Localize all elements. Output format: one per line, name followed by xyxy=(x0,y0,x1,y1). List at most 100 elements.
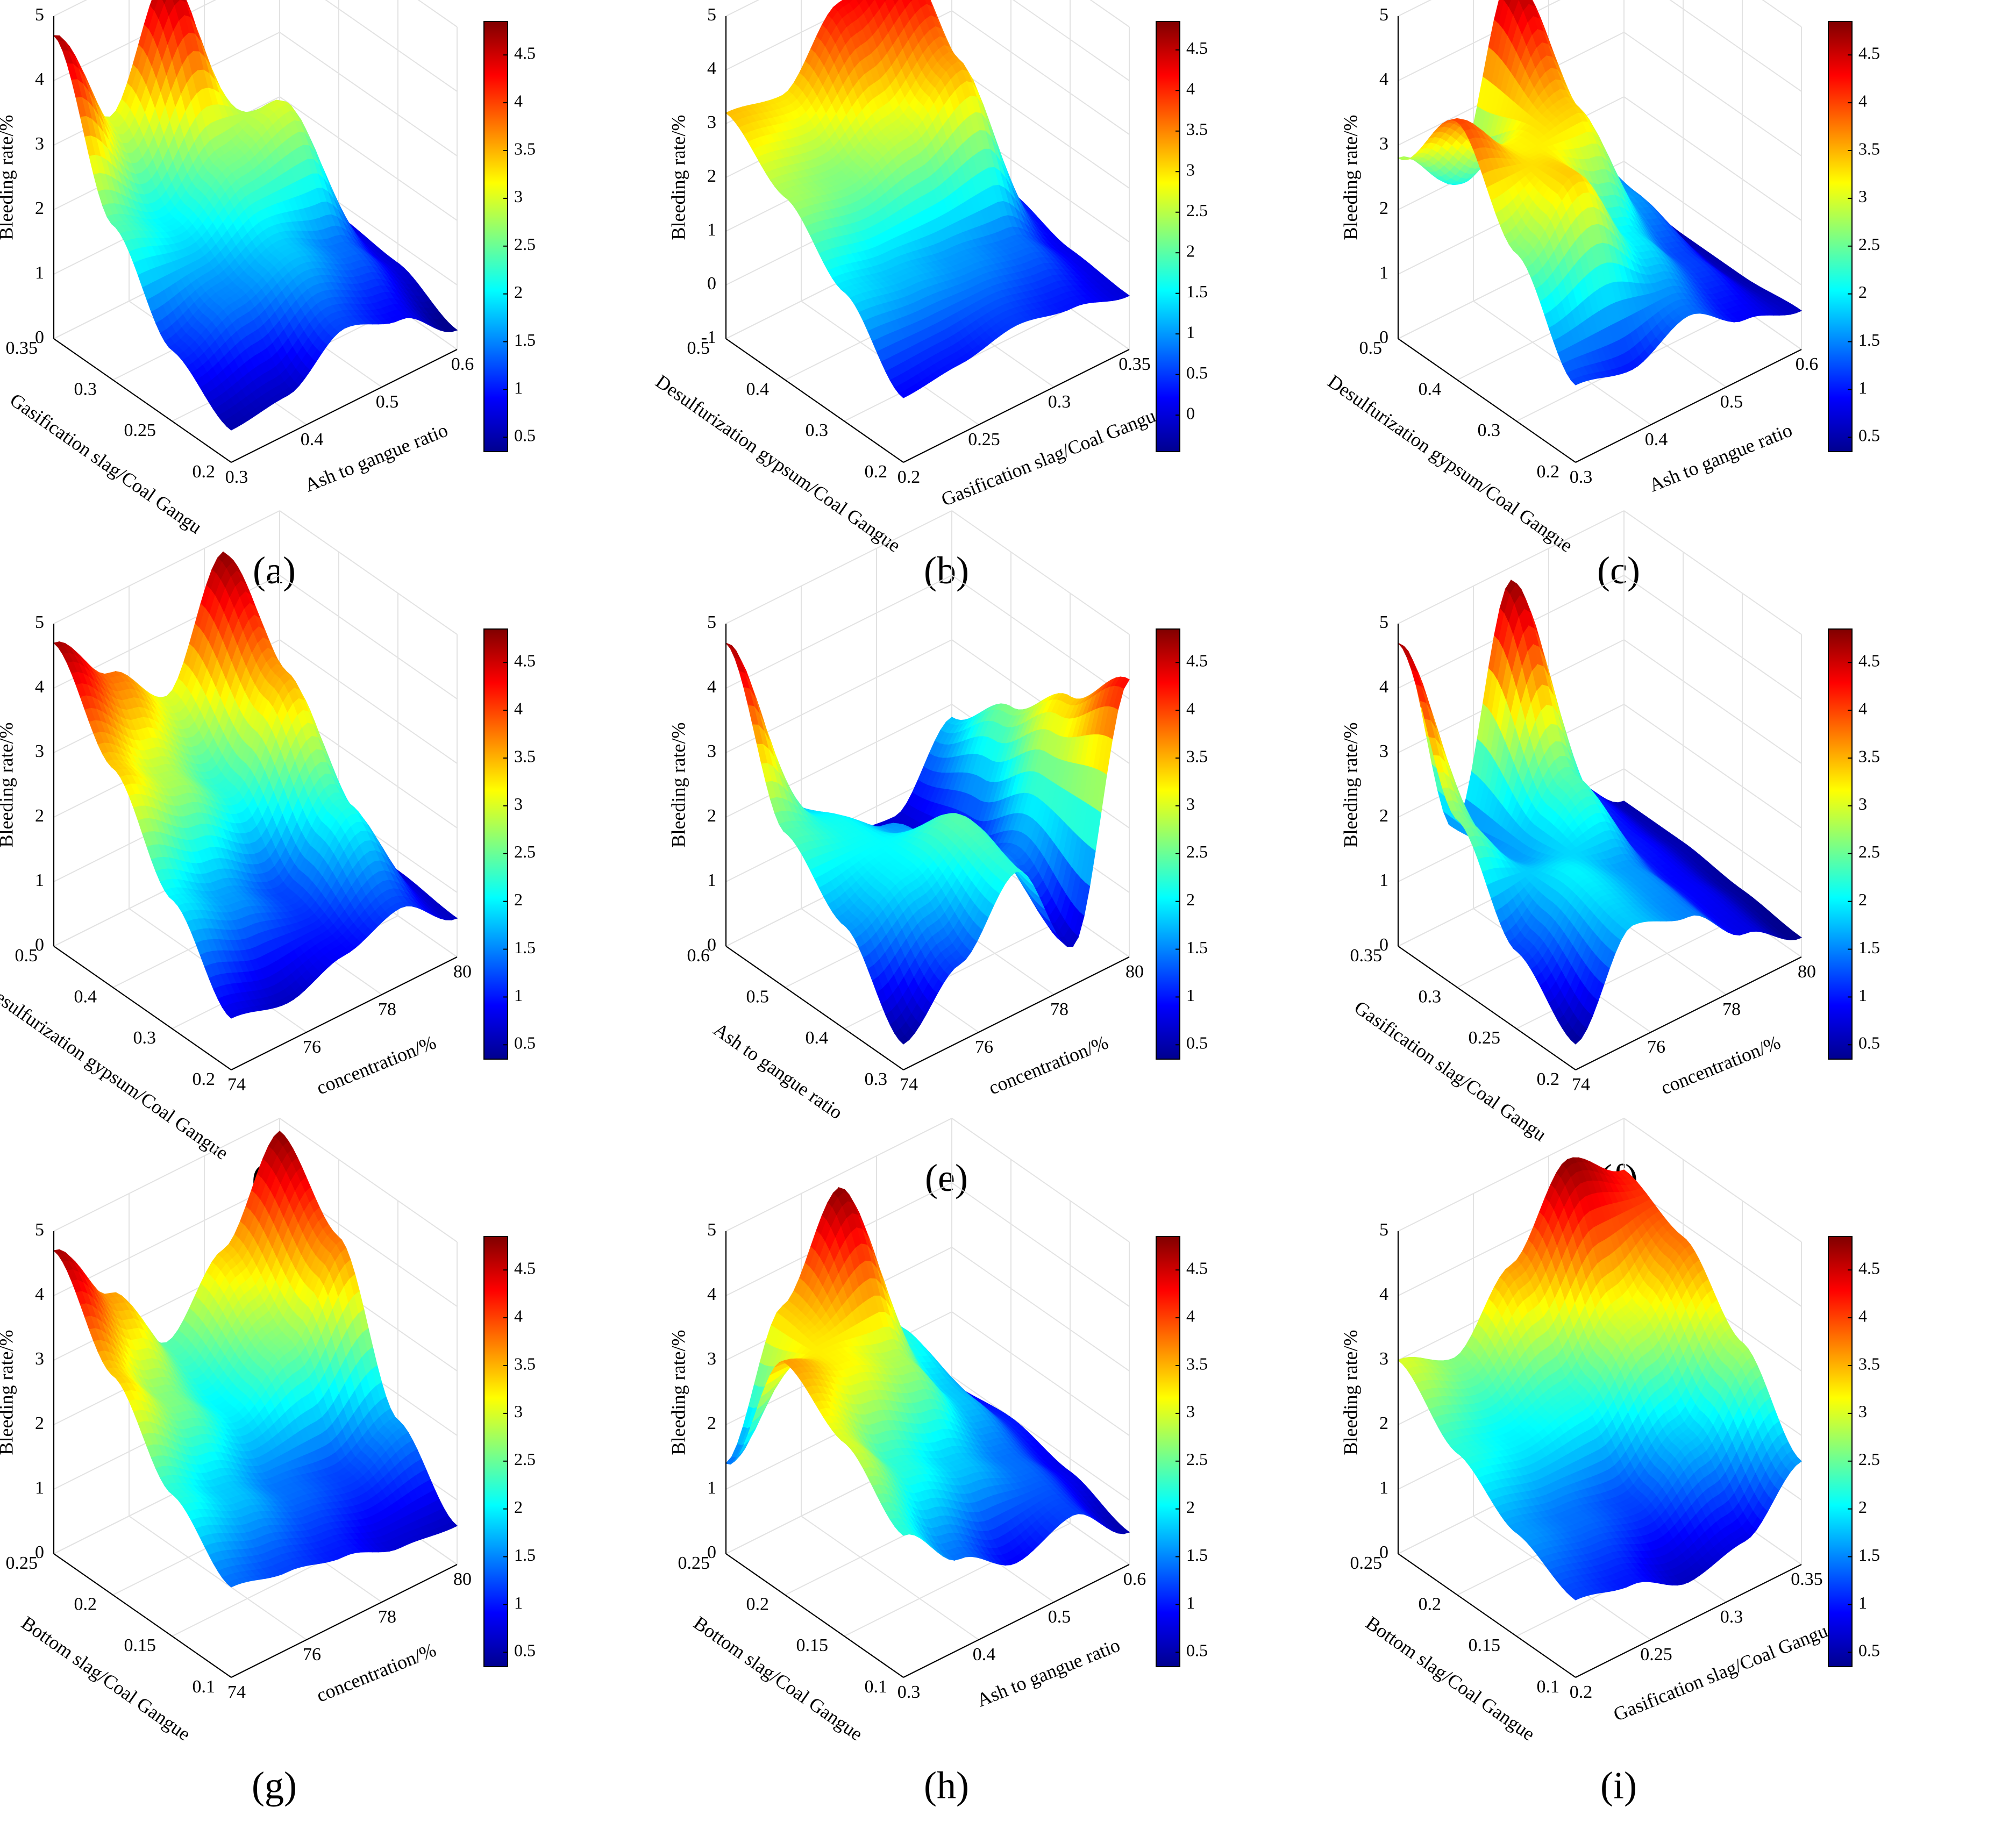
z-tick-label: 4 xyxy=(35,69,44,89)
grid-line xyxy=(1762,0,1802,27)
z-tick-label: 3 xyxy=(707,112,716,132)
grid-line xyxy=(1669,0,1802,92)
z-tick-label: 5 xyxy=(35,5,44,25)
colorbar-tick-label: 4.5 xyxy=(1186,38,1208,58)
grid-line xyxy=(1623,161,1802,285)
z-tick-label: 2 xyxy=(1379,198,1388,218)
x-tick-label: 0.3 xyxy=(225,467,248,487)
y-axis-label: Gasification slag/Coal Gangu xyxy=(6,389,206,538)
chart-panel: 0.3 0.4 0.5 0.6 0.2 0.3 0.4 0.5 0 1 2 3 4 5 Ash to gan… xyxy=(1324,0,2016,607)
y-tick-label: 0.5 xyxy=(1359,338,1383,358)
surface-patch xyxy=(898,390,910,398)
z-tick-label: 3 xyxy=(1379,134,1388,154)
z-tick-label: 2 xyxy=(707,166,716,186)
y-tick-label: 0.3 xyxy=(74,379,97,399)
colorbar-tick-label: 3 xyxy=(514,187,523,206)
z-tick-label: 3 xyxy=(35,134,44,154)
surface xyxy=(53,0,458,431)
z-tick-label: 1 xyxy=(1379,263,1388,283)
surface-patch xyxy=(226,423,238,431)
x-axis-label: Gasification slag/Coal Gangu xyxy=(938,405,1159,511)
x-tick-label: 0.6 xyxy=(1796,354,1819,374)
colorbar-tick-label: 1.5 xyxy=(1186,282,1208,301)
z-axis-label: Bleeding rate/% xyxy=(667,115,689,240)
grid-line xyxy=(951,64,1130,189)
surface xyxy=(725,0,1130,398)
axes xyxy=(53,16,458,463)
axes xyxy=(725,16,1130,463)
x-axis-line xyxy=(231,349,458,463)
x-axis-line xyxy=(1575,349,1802,463)
x-tick-label: 0.6 xyxy=(451,354,474,374)
x-axis-line xyxy=(903,349,1130,463)
grid-line xyxy=(1089,0,1130,27)
colorbar-tick-label: 4 xyxy=(1186,79,1195,98)
colorbar-tick-label: 3 xyxy=(1186,160,1195,180)
y-tick-label: 0.5 xyxy=(687,338,710,358)
y-tick-label: 0.35 xyxy=(6,338,38,358)
z-tick-label: 2 xyxy=(35,198,44,218)
y-tick-label: 0.4 xyxy=(1419,379,1442,399)
colorbar-tick-label: 1.5 xyxy=(514,330,536,349)
y-axis-line xyxy=(53,338,232,463)
x-tick-label: 0.3 xyxy=(1048,392,1071,412)
y-tick-label: 0.2 xyxy=(1537,462,1560,482)
colorbar-tick-label: 0.5 xyxy=(1186,363,1208,382)
y-axis-line xyxy=(725,338,904,463)
y-tick-label: 0.4 xyxy=(746,379,770,399)
x-tick-label: 0.3 xyxy=(1570,467,1593,487)
x-tick-label: 0.4 xyxy=(1645,430,1668,449)
colorbar-tick-label: 3.5 xyxy=(514,139,536,158)
colorbar xyxy=(483,21,508,452)
x-axis-label: Ash to gangue ratio xyxy=(302,419,451,496)
x-tick-label: 0.2 xyxy=(897,467,921,487)
z-tick-label: 0 xyxy=(1379,327,1388,347)
grid-line xyxy=(951,10,1130,135)
y-tick-label: 0.3 xyxy=(806,420,829,440)
z-tick-label: 5 xyxy=(707,5,716,25)
grid-line xyxy=(279,32,458,156)
surface-chart: 0.3 0.4 0.5 0.6 0.2 0.25 0.3 0.350 1 2 3 4 5 Ash to g… xyxy=(0,0,536,538)
y-tick-label: 0.2 xyxy=(865,462,888,482)
colorbar-tick-label: 4 xyxy=(514,91,523,110)
chart-panel: 0.3 0.4 0.5 0.6 0.2 0.25 0.3 0.35 0 1 2 3 4 5 Ash to g… xyxy=(0,0,672,607)
colorbar xyxy=(1156,21,1180,452)
z-tick-label: 1 xyxy=(707,220,716,240)
surface-chart: 0.20.250.30.350.20.30.40.5-1012345Gasifi… xyxy=(652,0,1208,556)
colorbar-tick-label: 4.5 xyxy=(514,44,536,63)
z-axis-label: Bleeding rate/% xyxy=(0,115,17,240)
surface-patch xyxy=(1570,377,1582,385)
x-tick-label: 0.5 xyxy=(1720,392,1743,412)
grid-line xyxy=(279,96,458,221)
colorbar-tick-label: 2.5 xyxy=(514,234,536,254)
x-tick-label: 0.5 xyxy=(376,392,399,412)
colorbar-tick-label: 2.5 xyxy=(1186,201,1208,220)
z-tick-label: 4 xyxy=(707,59,716,78)
axes xyxy=(1397,16,1802,463)
x-tick-label: 0.35 xyxy=(1119,354,1151,374)
y-tick-label: 0.25 xyxy=(124,420,156,440)
colorbar-tick-label: 1 xyxy=(1186,322,1195,341)
z-tick-label: -1 xyxy=(701,327,716,347)
x-tick-label: 0.25 xyxy=(968,430,1000,449)
panel-label: (b) xyxy=(924,549,969,592)
y-axis-line xyxy=(1398,338,1576,463)
x-tick-label: 0.4 xyxy=(301,430,324,449)
y-tick-label: 0.3 xyxy=(1478,420,1501,440)
colorbar-tick-label: 3.5 xyxy=(1186,119,1208,139)
surface-patch xyxy=(161,0,167,5)
grid-line xyxy=(1013,0,1130,81)
colorbar-tick-label: 0 xyxy=(1186,403,1195,423)
z-tick-label: 0 xyxy=(35,327,44,347)
colorbar-tick-label: 0.5 xyxy=(514,426,536,445)
grid-line xyxy=(325,0,458,92)
z-tick-label: 1 xyxy=(35,263,44,283)
grid-line xyxy=(1623,96,1802,221)
chart-panel: 0.2 0.25 0.3 0.35 0.2 0.3 0.4 0.5 -1 0 1 2 3 4 5 Gasifi… xyxy=(652,0,1344,607)
z-tick-label: 0 xyxy=(707,274,716,294)
grid-line xyxy=(417,0,458,27)
colorbar-tick-label: 1 xyxy=(514,378,523,397)
y-tick-label: 0.2 xyxy=(193,462,216,482)
